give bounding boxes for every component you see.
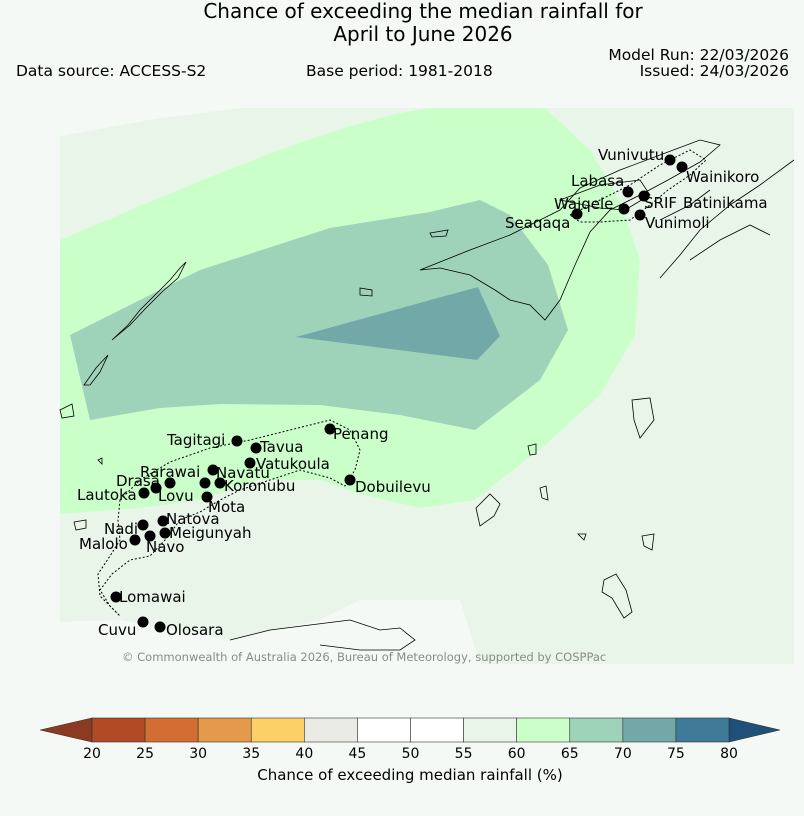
vanua-levu-outline: [569, 149, 707, 223]
colorbar-tick-label: 75: [667, 746, 685, 762]
data-source-label: Data source: ACCESS-S2: [16, 62, 207, 80]
colorbar-tick-label: 25: [136, 746, 154, 762]
issued-label: Issued: 24/03/2026: [639, 62, 789, 80]
colorbar-segment-20-25: [91, 717, 146, 743]
station-dot-tavua[interactable]: [250, 442, 262, 454]
station-dot-malolo[interactable]: [129, 534, 141, 546]
station-dot-waiqele[interactable]: [618, 203, 630, 215]
station-label-natova: Natova: [166, 510, 220, 528]
station-label-malolo: Malolo: [79, 535, 128, 553]
station-label-vatukoula: Vatukoula: [256, 455, 330, 473]
colorbar-over-arrow: [728, 717, 781, 743]
colorbar-segment-30-35: [197, 717, 252, 743]
station-dot-vunimoli[interactable]: [634, 209, 646, 221]
station-label-lomawai: Lomawai: [119, 588, 186, 606]
colorbar-tick-label: 20: [83, 746, 101, 762]
station-label-navatu: Navatu: [216, 464, 270, 482]
station-dot-meigunyah[interactable]: [159, 527, 171, 539]
station-dot-wainikoro[interactable]: [676, 161, 688, 173]
colorbar-tick-label: 35: [242, 746, 260, 762]
station-dot-mota[interactable]: [201, 491, 213, 503]
station-markers: Vunivutu Wainikoro Labasa Waiqele SRIF B…: [77, 146, 768, 639]
station-label-seaqaqa: Seaqaqa: [505, 214, 570, 232]
station-label-dobuilevu: Dobuilevu: [355, 478, 431, 496]
station-dot-olosara[interactable]: [154, 621, 166, 633]
station-dot-drasa[interactable]: [164, 477, 176, 489]
station-label-lovu: Lovu: [158, 487, 194, 505]
colorbar-under-arrow: [39, 717, 93, 743]
station-dot-vunivutu[interactable]: [664, 154, 676, 166]
station-label-labasa: Labasa: [571, 172, 624, 190]
station-dot-lovu[interactable]: [150, 482, 162, 494]
colorbar-tick-label: 60: [508, 746, 526, 762]
station-dot-lautoka[interactable]: [138, 487, 150, 499]
station-dot-dobuilevu[interactable]: [344, 474, 356, 486]
station-label-tagitagi: Tagitagi: [166, 431, 225, 449]
station-label-cuvu: Cuvu: [98, 621, 136, 639]
station-label-tavua: Tavua: [259, 438, 303, 456]
station-dot-seaqaqa[interactable]: [571, 208, 583, 220]
colorbar-segment-70-75: [622, 717, 677, 743]
model-run-label: Model Run: 22/03/2026: [608, 46, 789, 64]
station-label-koronubu: Koronubu: [224, 477, 295, 495]
colorbar-tick-label: 40: [295, 746, 313, 762]
colorbar: 20 25 30 35 40 45 50 55 60 65 70 75 80 Chance of exc…: [39, 717, 781, 784]
station-label-vunivutu: Vunivutu: [598, 146, 664, 164]
station-dot-srif[interactable]: [638, 190, 650, 202]
map-title-line-1: Chance of exceeding the median rainfall …: [203, 0, 643, 23]
station-dot-nadi[interactable]: [137, 519, 149, 531]
base-period-label: Base period: 1981-2018: [306, 62, 493, 80]
station-dot-rarawai[interactable]: [207, 464, 219, 476]
colorbar-tick-label: 50: [402, 746, 420, 762]
station-dot-natova[interactable]: [157, 515, 169, 527]
station-label-waiqele: Waiqele: [554, 195, 613, 213]
station-label-meigunyah: Meigunyah: [169, 524, 251, 542]
station-dot-penang[interactable]: [324, 423, 336, 435]
station-label-penang: Penang: [333, 425, 388, 443]
colorbar-tick-label: 65: [561, 746, 579, 762]
probability-zone-70-75: [296, 287, 500, 360]
station-label-rarawai: Rarawai: [140, 463, 200, 481]
colorbar-segment-25-30: [144, 717, 199, 743]
station-dot-navatu[interactable]: [199, 477, 211, 489]
colorbar-segment-55-60: [463, 717, 517, 743]
colorbar-segment-35-40: [250, 717, 305, 743]
station-label-lautoka: Lautoka: [77, 486, 137, 504]
colorbar-tick-label: 70: [614, 746, 632, 762]
map-title-line-2: April to June 2026: [333, 22, 513, 46]
colorbar-tick-label: 45: [349, 746, 367, 762]
station-dot-cuvu[interactable]: [137, 616, 149, 628]
station-dot-labasa[interactable]: [622, 186, 634, 198]
station-dot-vatukoula[interactable]: [244, 457, 256, 469]
colorbar-segment-50-55: [410, 717, 464, 743]
colorbar-tick-label: 80: [720, 746, 738, 762]
station-label-nadi: Nadi: [104, 520, 138, 538]
copyright-notice: © Commonwealth of Australia 2026, Bureau…: [122, 650, 606, 664]
probability-zone-65-70: [70, 200, 568, 430]
station-label-batinikama: Batinikama: [683, 194, 768, 212]
station-label-srif: SRIF: [644, 194, 677, 212]
station-dot-koronubu[interactable]: [214, 477, 226, 489]
station-dot-lomawai[interactable]: [110, 591, 122, 603]
colorbar-title: Chance of exceeding median rainfall (%): [257, 766, 562, 784]
colorbar-segment-75-80: [675, 717, 730, 743]
colorbar-segment-40-45: [304, 717, 358, 743]
station-label-drasa: Drasa: [116, 472, 160, 490]
colorbar-tick-label: 55: [455, 746, 473, 762]
station-label-mota: Mota: [208, 498, 245, 516]
station-label-olosara: Olosara: [166, 621, 224, 639]
colorbar-segment-45-50: [357, 717, 411, 743]
station-dot-navo[interactable]: [144, 530, 156, 542]
colorbar-segment-65-70: [569, 717, 624, 743]
station-dot-tagitagi[interactable]: [231, 435, 243, 447]
station-label-wainikoro: Wainikoro: [686, 168, 759, 186]
colorbar-tick-label: 30: [189, 746, 207, 762]
station-label-navo: Navo: [146, 538, 184, 556]
colorbar-segment-60-65: [516, 717, 571, 743]
station-label-vunimoli: Vunimoli: [645, 214, 710, 232]
